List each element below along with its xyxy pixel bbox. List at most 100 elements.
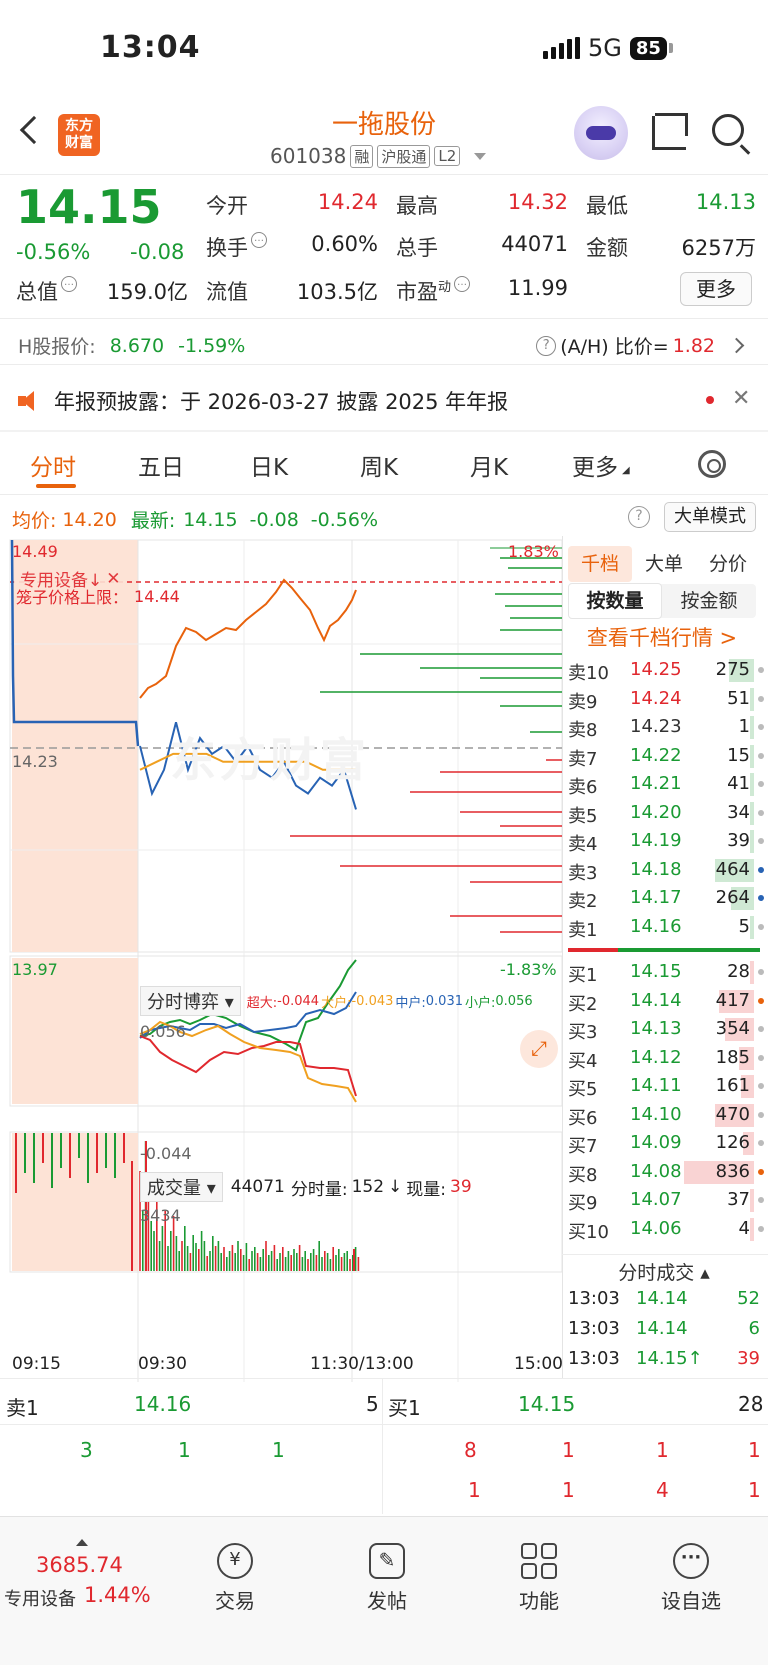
buy-level-row[interactable]: 买7 14.09 126 — [568, 1129, 764, 1157]
search-icon[interactable] — [712, 114, 744, 146]
help-icon[interactable]: ? — [628, 506, 650, 528]
sell-level-row[interactable]: 卖2 14.17 264 — [568, 884, 764, 912]
trade-volume: 39 — [737, 1348, 760, 1369]
buy-level-row[interactable]: 买1 14.15 28 — [568, 958, 764, 986]
more-button[interactable]: 更多 — [680, 272, 752, 306]
big-order-mode-button[interactable]: 大单模式 — [664, 502, 756, 532]
ah-ratio-value: 1.82 — [672, 334, 715, 357]
close-icon[interactable]: ✕ — [732, 386, 751, 411]
network-type: 5G — [588, 34, 622, 62]
sector-tag[interactable]: 专用设备↓ ✕ — [14, 566, 127, 591]
latest-value: 14.15 — [183, 508, 238, 531]
nav-post[interactable]: ✎ 发帖 — [332, 1543, 442, 1614]
mode-by-quantity[interactable]: 按数量 — [568, 583, 662, 619]
level-volume-bar — [715, 1103, 754, 1127]
trade-volume: 52 — [737, 1288, 760, 1309]
level-qty: 264 — [715, 887, 750, 908]
notice-bar[interactable]: 年报预披露：于 2026-03-27 披露 2025 年年报 — [18, 386, 508, 416]
buy-level-row[interactable]: 买5 14.11 161 — [568, 1072, 764, 1100]
nav-add-watchlist[interactable]: ··· 设自选 — [636, 1543, 746, 1614]
buy-level-row[interactable]: 买3 14.13 354 — [568, 1015, 764, 1043]
info-icon: … — [454, 276, 471, 292]
level-label: 卖1 — [568, 919, 598, 941]
index-name[interactable]: 专用设备 — [4, 1589, 76, 1610]
index-pct[interactable]: 1.44% — [84, 1583, 151, 1607]
tab-monthly-k[interactable]: 月K — [470, 455, 509, 481]
share-icon[interactable] — [652, 113, 688, 150]
level1-panel: 卖1 14.16 5 买1 14.15 28 3 1 1 8 1 1 1 1 1… — [0, 1378, 768, 1514]
turnover-value: 0.60% — [311, 232, 378, 256]
tab-five-day[interactable]: 五日 — [138, 455, 184, 481]
mid-price-label: 14.23 — [12, 752, 58, 771]
volume-selector[interactable]: 成交量 ▾ — [140, 1172, 223, 1202]
expand-icon[interactable]: ⤢ — [520, 1030, 558, 1068]
chevron-up-icon — [76, 1539, 88, 1546]
sell-queue-item: 1 — [272, 1438, 285, 1462]
intraday-chart[interactable] — [0, 536, 564, 1382]
trade-price: 14.14 — [636, 1288, 688, 1309]
level-qty: 39 — [727, 830, 750, 851]
mode-by-amount[interactable]: 按金额 — [680, 590, 738, 612]
sell-level-row[interactable]: 卖10 14.25 275 — [568, 656, 764, 684]
nav-functions[interactable]: 功能 — [484, 1543, 594, 1614]
volume-value: 44071 — [501, 232, 568, 256]
assistant-robot-icon[interactable] — [574, 106, 628, 160]
buy-level-row[interactable]: 买6 14.10 470 — [568, 1101, 764, 1129]
level-dot — [758, 781, 764, 787]
bout-header: 分时博弈 ▾ 超大: -0.044 大户: -0.043 中户: 0.031 小户: 0… — [140, 986, 533, 1016]
level-dot — [758, 997, 764, 1004]
level-qty: 836 — [715, 1160, 750, 1182]
level-label: 买8 — [568, 1164, 598, 1186]
level-label: 买9 — [568, 1193, 598, 1214]
level-qty: 161 — [715, 1075, 750, 1096]
sell-level-row[interactable]: 卖6 14.21 41 — [568, 770, 764, 798]
sell-level-row[interactable]: 卖3 14.18 464 — [568, 856, 764, 884]
sell-level-row[interactable]: 卖1 14.16 5 — [568, 913, 764, 941]
limit-label: 笼子价格上限： 14.44 — [16, 586, 180, 608]
nav-trade[interactable]: ¥ 交易 — [180, 1543, 290, 1614]
tab-big-orders[interactable]: 大单 — [644, 553, 683, 575]
sell-level-row[interactable]: 卖7 14.22 15 — [568, 742, 764, 770]
stock-code-row[interactable]: 601038 融 沪股通 L2 — [270, 144, 487, 168]
tab-intraday[interactable]: 分时 — [30, 455, 76, 481]
level-volume-bar — [750, 773, 754, 796]
latest-label: 最新: — [130, 510, 176, 532]
level-label: 买4 — [568, 1050, 598, 1072]
level-price: 14.19 — [630, 830, 682, 851]
tab-daily-k[interactable]: 日K — [250, 455, 289, 481]
h-share-row[interactable]: H股报价: 8.670 -1.59% — [18, 332, 245, 359]
bout-selector[interactable]: 分时博弈 ▾ — [140, 986, 241, 1016]
tab-weekly-k[interactable]: 周K — [360, 455, 399, 481]
tab-thousand-levels[interactable]: 千档 — [568, 546, 632, 582]
notice-text: 年报预披露：于 2026-03-27 披露 2025 年年报 — [54, 390, 509, 414]
sell-level-row[interactable]: 卖8 14.23 1 — [568, 713, 764, 741]
level-qty: 51 — [727, 687, 750, 709]
level-price: 14.13 — [630, 1018, 682, 1039]
tag-connect: 沪股通 — [377, 144, 431, 168]
level-dot — [758, 1054, 764, 1061]
sell-level-row[interactable]: 卖4 14.19 39 — [568, 827, 764, 855]
sell-level-row[interactable]: 卖9 14.24 51 — [568, 685, 764, 713]
buy-level-row[interactable]: 买8 14.08 836 — [568, 1158, 764, 1186]
stock-name: 一拖股份 — [331, 110, 436, 140]
buy-level-row[interactable]: 买2 14.14 417 — [568, 987, 764, 1015]
buy-level-row[interactable]: 买4 14.12 185 — [568, 1044, 764, 1072]
yen-icon: ¥ — [217, 1543, 253, 1579]
pe-label: 市盈动… — [396, 276, 471, 306]
tab-price-split[interactable]: 分价 — [708, 553, 747, 575]
level-volume-bar — [750, 1189, 754, 1212]
ah-ratio-row[interactable]: ? (A/H) 比价= 1.82 — [533, 332, 745, 359]
buy-level-row[interactable]: 买9 14.07 37 — [568, 1186, 764, 1214]
level-dot — [758, 866, 764, 873]
thousand-levels-link[interactable]: 查看千档行情 > — [586, 626, 738, 650]
signal-icon — [543, 37, 580, 59]
avg-label: 均价: — [12, 510, 57, 532]
buy-level-row[interactable]: 买10 14.06 4 — [568, 1215, 764, 1243]
level-dot — [758, 724, 764, 730]
sell-level-row[interactable]: 卖5 14.20 34 — [568, 799, 764, 827]
tab-indicator — [36, 484, 76, 488]
tab-more[interactable]: 更多 ◢ — [572, 455, 630, 481]
gear-icon[interactable] — [698, 450, 726, 478]
trade-ticks-title[interactable]: 分时成交 ▴ — [618, 1262, 710, 1284]
index-value[interactable]: 3685.74 — [36, 1553, 123, 1577]
